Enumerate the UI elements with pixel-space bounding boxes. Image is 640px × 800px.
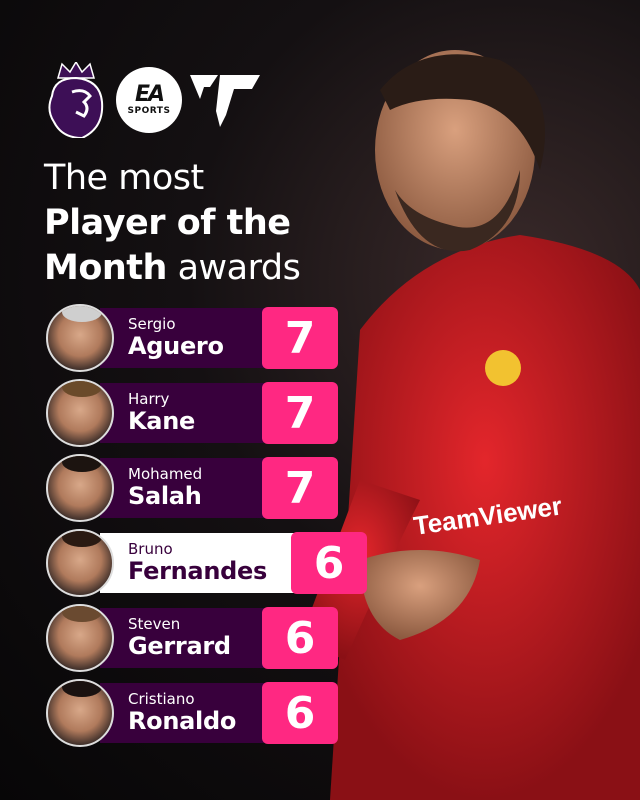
player-bar [100,458,286,518]
player-avatar [46,454,114,522]
player-avatar [46,304,114,372]
premier-league-lion-logo [48,62,104,138]
player-first-name: Cristiano [128,690,195,708]
award-count: 7 [262,457,338,519]
player-last-name: Salah [128,482,202,510]
player-first-name: Steven [128,615,181,633]
player-avatar [46,679,114,747]
player-first-name: Harry [128,390,170,408]
player-bar [100,533,314,593]
player-last-name: Kane [128,407,195,435]
award-count: 6 [262,607,338,669]
player-last-name: Ronaldo [128,707,237,735]
player-avatar [46,379,114,447]
player-bar [100,308,286,368]
player-bar [100,383,286,443]
player-avatar [46,604,114,672]
logo-bar: EA SPORTS [44,62,260,138]
ea-sports-logo: EA SPORTS [116,67,182,133]
player-bar [100,608,286,668]
award-count: 7 [262,382,338,444]
player-last-name: Aguero [128,332,224,360]
player-first-name: Mohamed [128,465,203,483]
player-last-name: Fernandes [128,557,267,585]
ea-fc-logo [190,75,260,127]
player-bar [100,683,286,743]
award-count: 6 [262,682,338,744]
page-title: The most Player of the Month awards [44,158,301,288]
player-first-name: Sergio [128,315,176,333]
player-first-name: Bruno [128,540,173,558]
award-count: 7 [262,307,338,369]
player-avatar [46,529,114,597]
award-count: 6 [291,532,367,594]
player-last-name: Gerrard [128,632,231,660]
